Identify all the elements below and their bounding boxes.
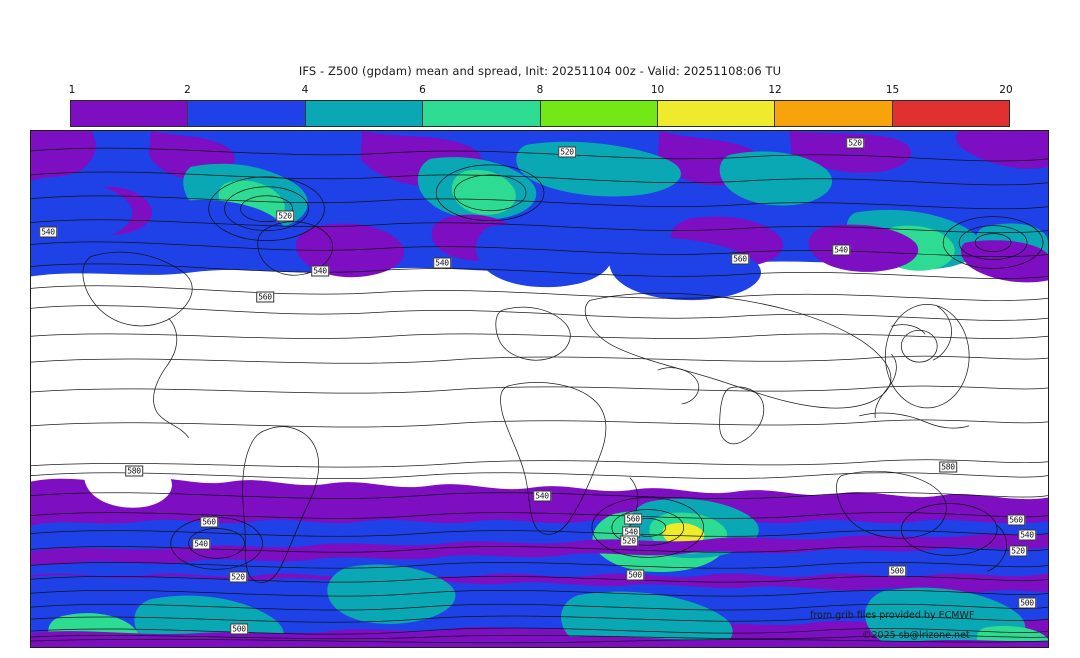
colorbar: 1 2 4 6 8 10 12 15 20: [68, 84, 1013, 128]
colorbar-band-2-4: [188, 101, 306, 126]
colorbar-band-15-20: [892, 101, 1009, 126]
colorbar-band-12-15: [775, 101, 893, 126]
map-canvas: [31, 131, 1048, 647]
colorbar-tick-4: 4: [301, 84, 309, 96]
colorbar-tick-1: 1: [68, 84, 76, 96]
colorbar-tick-8: 8: [536, 84, 544, 96]
colorbar-bands: [70, 100, 1010, 127]
colorbar-tick-20: 20: [999, 84, 1013, 96]
colorbar-tick-2: 2: [184, 84, 191, 96]
colorbar-band-6-8: [423, 101, 541, 126]
colorbar-tick-10: 10: [650, 84, 665, 96]
page-title: IFS - Z500 (gpdam) mean and spread, Init…: [298, 64, 782, 78]
colorbar-tick-15: 15: [885, 84, 900, 96]
copyright-credit: ©2025 sb@lrizone.net: [862, 630, 970, 641]
colorbar-band-1-2: [71, 101, 189, 126]
colorbar-tick-12: 12: [768, 84, 782, 96]
colorbar-band-8-10: [540, 101, 658, 126]
colorbar-band-10-12: [657, 101, 776, 126]
colorbar-tick-labels: 1 2 4 6 8 10 12 15 20: [68, 84, 1013, 98]
map-panel[interactable]: 540 520 520 520 540 540 540 560 560 580 580 560 540 5…: [30, 130, 1049, 648]
data-source-credit: from grib files provided by ECMWF: [810, 610, 975, 621]
colorbar-band-4-6: [305, 101, 424, 126]
colorbar-tick-6: 6: [419, 84, 426, 96]
